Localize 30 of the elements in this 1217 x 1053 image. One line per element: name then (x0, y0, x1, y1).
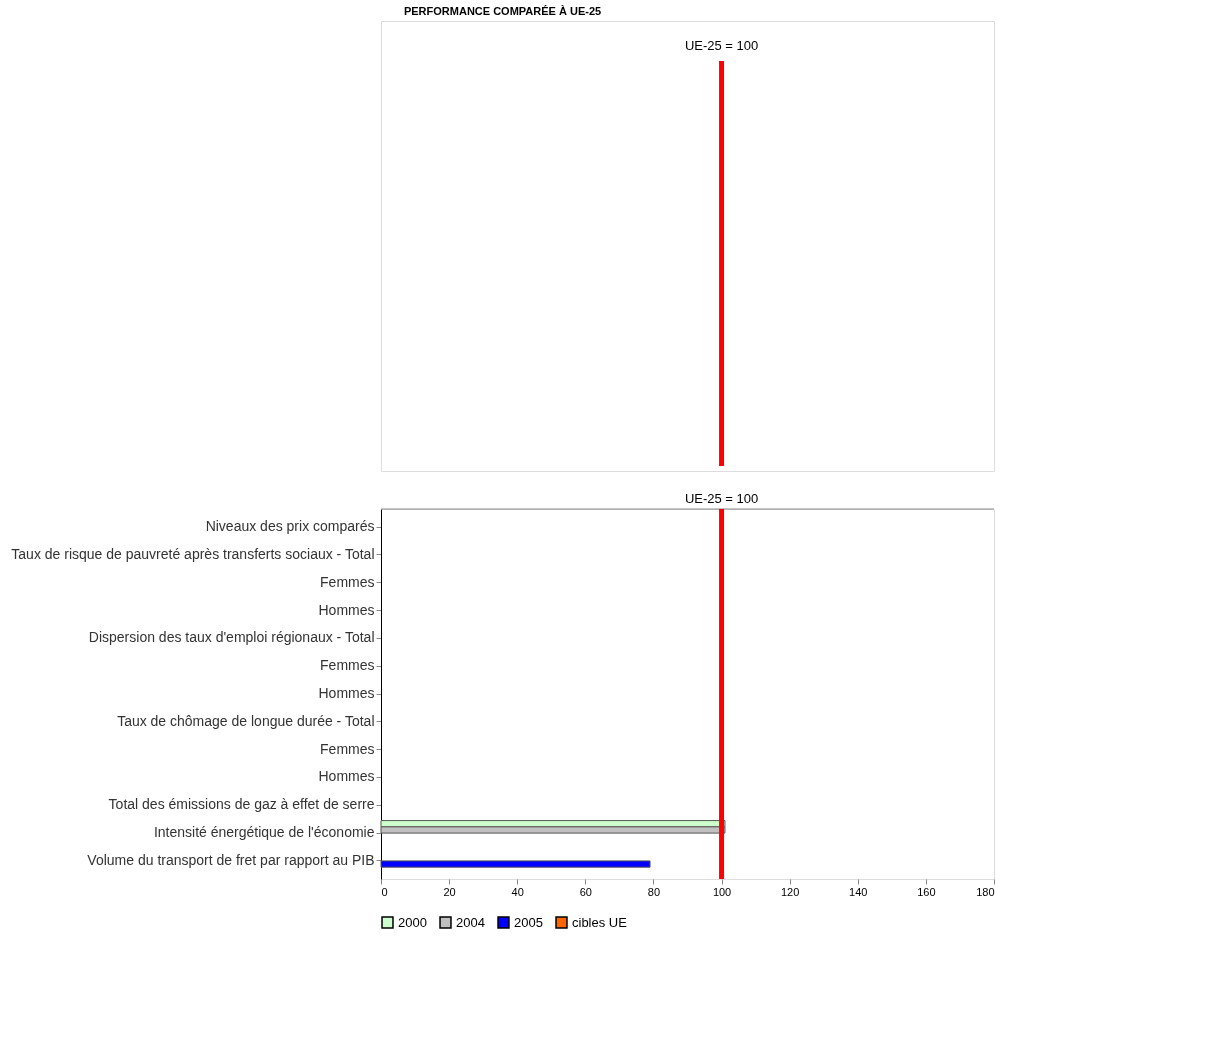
legend-label: 2000 (398, 914, 427, 930)
x-tick-label: 140 (849, 885, 868, 898)
y-tick-label: Femmes (320, 573, 375, 590)
x-tick-label: 180 (976, 885, 995, 898)
y-tick-label: Femmes (320, 740, 375, 757)
x-tick-label: 120 (780, 885, 800, 898)
ref-line-label: UE-25 = 100 (684, 491, 759, 506)
chart-title: PERFORMANCE COMPARÉE À UE-25 (403, 4, 602, 17)
y-tick-label: Taux de chômage de longue durée - Total (117, 712, 375, 729)
y-tick-label: Hommes (318, 685, 375, 701)
y-tick-label: Hommes (318, 768, 375, 785)
legend-label: 2004 (456, 914, 485, 930)
y-tick-label: Taux de risque de pauvreté après transferts sociaux - Total (11, 545, 375, 562)
y-tick-label: Hommes (318, 601, 375, 618)
y-tick-label: Niveaux des prix comparés (205, 518, 375, 535)
x-tick-label: 100 (712, 885, 732, 898)
y-tick-label: Femmes (320, 657, 375, 674)
x-tick-label: 160 (917, 885, 936, 898)
x-tick-label: 20 (443, 885, 456, 898)
y-tick-label: Intensité énergétique de l'économie (153, 824, 375, 841)
y-tick-label: Volume du transport de fret par rapport au PIB (87, 851, 375, 868)
text: UE-25 = 100 (684, 38, 759, 53)
x-tick-label: 60 (579, 885, 592, 898)
x-tick-label: 80 (647, 885, 661, 898)
x-tick-label: 0 (381, 885, 388, 898)
y-tick-label: Total des émissions de gaz à effet de serre (108, 796, 375, 813)
legend-label: cibles UE (572, 914, 628, 930)
x-tick-label: 40 (511, 885, 524, 898)
legend-label: 2005 (514, 914, 543, 930)
y-tick-label: Dispersion des taux d'emploi régionaux - Total (88, 629, 375, 646)
